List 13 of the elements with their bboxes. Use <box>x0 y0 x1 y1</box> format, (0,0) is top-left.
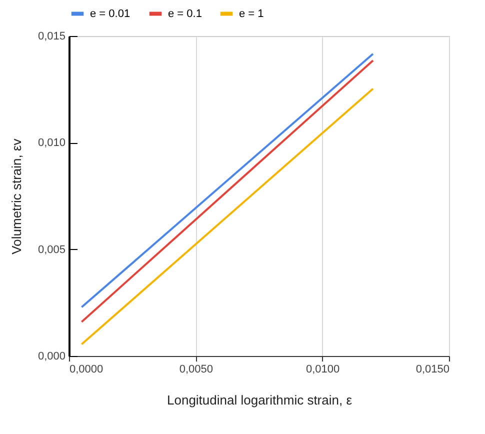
x-tick-label: 0,0150 <box>416 364 450 376</box>
x-tick-label: 0,0050 <box>179 364 213 376</box>
legend-label: e = 1 <box>239 8 264 20</box>
legend-label: e = 0.01 <box>90 8 130 20</box>
x-tick-label: 0,0100 <box>306 364 340 376</box>
y-axis-title: Volumetric strain, εv <box>8 138 24 254</box>
legend-label: e = 0.1 <box>168 8 202 20</box>
y-tick-label: 0,010 <box>38 137 66 150</box>
y-tick-label: 0,005 <box>38 244 66 256</box>
x-tick-label: 0,0000 <box>70 364 104 376</box>
y-tick-label: 0,015 <box>38 30 66 42</box>
x-axis-title: Longitudinal logarithmic strain, ε <box>166 392 352 408</box>
y-tick-label: 0,000 <box>38 350 66 362</box>
